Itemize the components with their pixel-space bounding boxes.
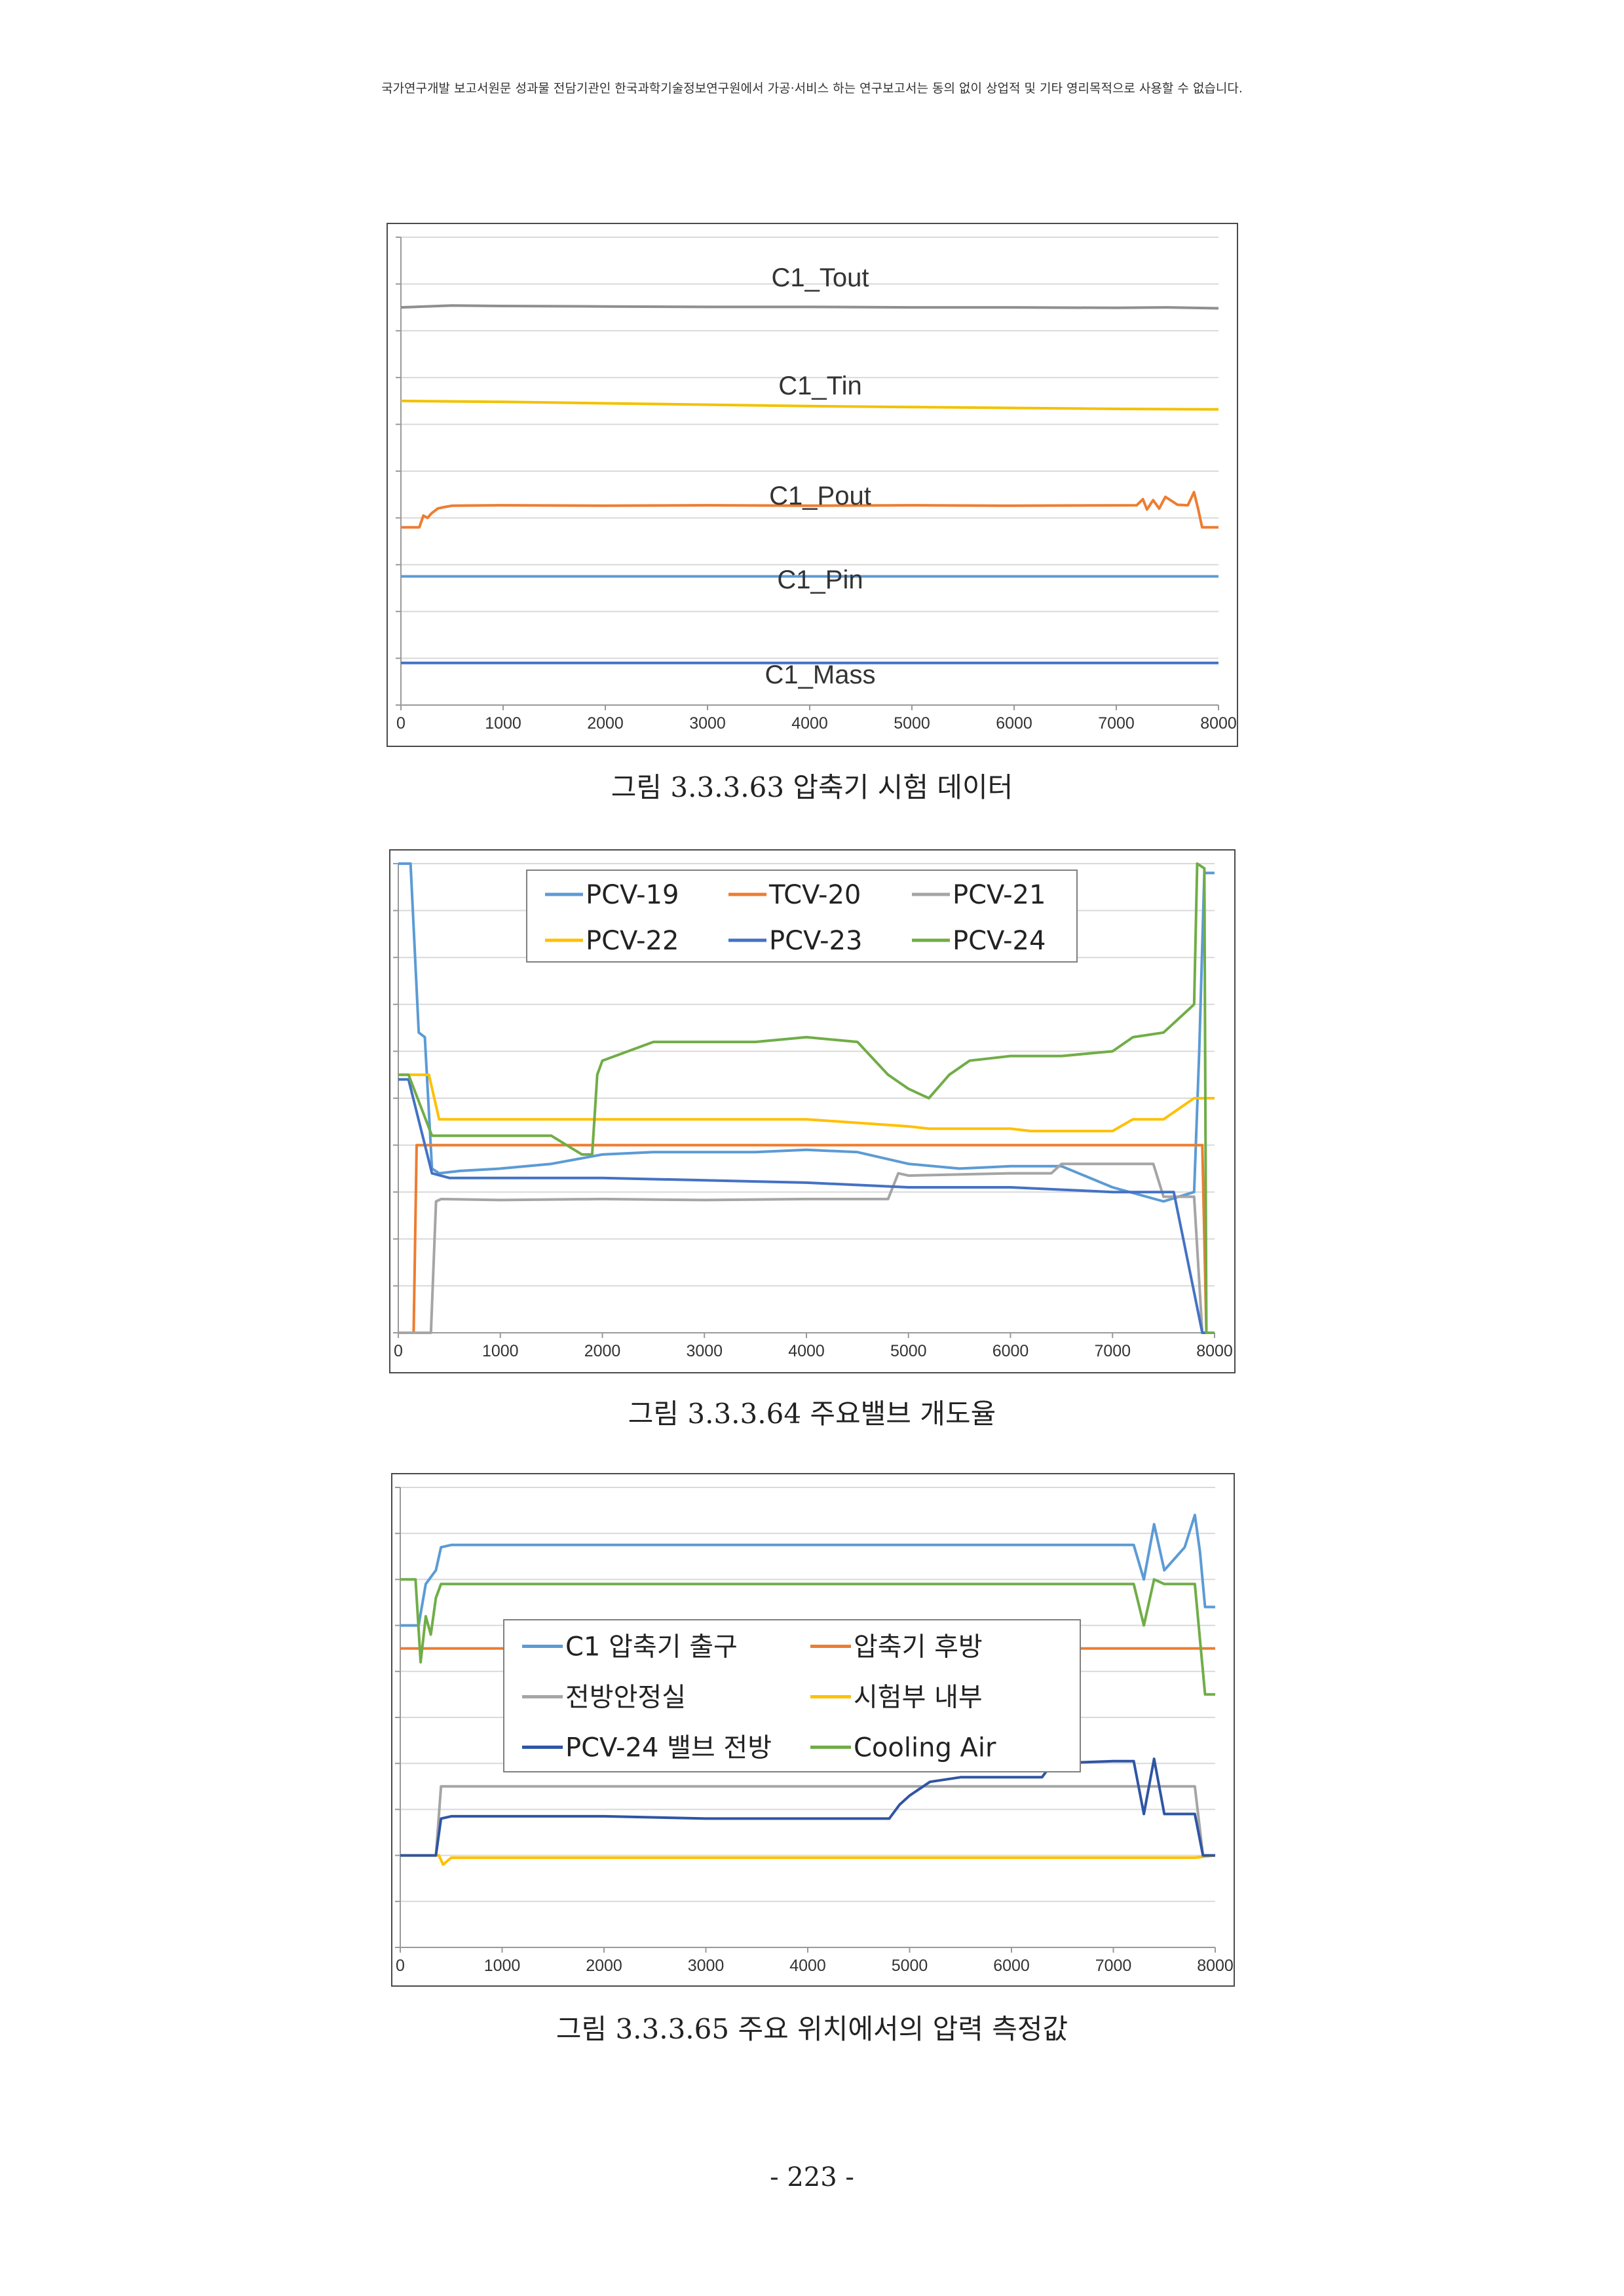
series-line-5	[400, 1757, 1215, 1857]
x-tick-label: 6000	[992, 1342, 1029, 1360]
header-note: 국가연구개발 보고서원문 성과물 전담기관인 한국과학기술정보연구원에서 가공·…	[381, 81, 1243, 96]
legend-label: 전방안정실	[565, 1683, 686, 1713]
series-line-2	[400, 399, 1219, 411]
series-label: C1_Tin	[778, 372, 861, 400]
x-tick-label: 4000	[788, 1342, 825, 1360]
legend-label: Cooling Air	[854, 1733, 996, 1763]
chart-compressor-test-svg: 0 1000 2000 3000 4000 5000 6000 7000 8000 C1_Tout…	[396, 237, 1237, 733]
x-tick-label: 4000	[789, 1957, 826, 1975]
x-tick-label: 8000	[1200, 714, 1237, 733]
legend-label: C1 압축기 출구	[565, 1632, 738, 1662]
series-line-5	[398, 1078, 1215, 1334]
x-tick-label: 5000	[894, 714, 930, 733]
x-tick-label: 8000	[1197, 1957, 1234, 1975]
series-line-4	[400, 1854, 1216, 1866]
caption-chart-valve-opening: 그림 3.3.3.64 주요밸브 개도율	[628, 1398, 996, 1430]
chart-compressor-test: 0 1000 2000 3000 4000 5000 6000 7000 8000 C1_Tout…	[387, 223, 1238, 747]
x-tick-label: 1000	[484, 1957, 521, 1975]
x-tick-label: 3000	[688, 1957, 725, 1975]
legend-label: PCV-22	[586, 926, 679, 956]
series-label: C1_Pin	[777, 565, 863, 594]
x-tick-label: 5000	[892, 1957, 928, 1975]
series-line-1	[400, 1514, 1215, 1627]
series-line-6	[398, 862, 1215, 1334]
x-tick-label: 3000	[686, 1342, 723, 1360]
x-tick-label: 7000	[1095, 1957, 1132, 1975]
series-line-3	[398, 1162, 1215, 1334]
legend: PCV-19 TCV-20 PCV-21 PCV-22 PCV-23 PCV-24	[526, 870, 1078, 963]
series-label: C1_Tout	[772, 263, 869, 292]
x-tick-label: 4000	[791, 714, 828, 733]
series-line-3	[400, 1785, 1215, 1857]
chart-pressure-measurements: 0 1000 2000 3000 4000 5000 6000 7000 8000 C1 압축기 …	[391, 1473, 1235, 1987]
series-line-4	[398, 1073, 1215, 1133]
x-tick-label: 2000	[586, 1957, 622, 1975]
x-tick-label: 3000	[689, 714, 726, 733]
chart-valve-opening: 0 1000 2000 3000 4000 5000 6000 7000 8000 PCV-19 T…	[389, 849, 1236, 1373]
caption-chart-pressure-measurements: 그림 3.3.3.65 주요 위치에서의 압력 측정값	[556, 2013, 1068, 2045]
x-tick-label: 7000	[1094, 1342, 1131, 1360]
caption-chart-compressor-test: 그림 3.3.3.63 압축기 시험 데이터	[611, 771, 1013, 803]
x-tick-label: 0	[394, 1342, 403, 1360]
x-tick-label: 1000	[485, 714, 521, 733]
x-tick-label: 7000	[1098, 714, 1135, 733]
legend-label: PCV-24 밸브 전방	[565, 1733, 772, 1763]
x-tick-label: 2000	[584, 1342, 621, 1360]
series-line-2	[398, 1143, 1215, 1334]
series-label: C1_Mass	[765, 660, 876, 689]
x-tick-label: 6000	[996, 714, 1032, 733]
legend-label: PCV-19	[586, 880, 679, 910]
gridlines	[396, 237, 1218, 706]
x-tick-label: 2000	[587, 714, 624, 733]
series-label: C1_Pout	[769, 482, 871, 510]
page-number: - 223 -	[770, 2162, 854, 2192]
legend-label: 압축기 후방	[854, 1632, 983, 1662]
x-tick-label: 0	[396, 714, 406, 733]
legend-label: PCV-24	[953, 926, 1046, 956]
x-tick-label: 8000	[1196, 1342, 1233, 1360]
legend-label: 시험부 내부	[854, 1683, 983, 1713]
x-tick-label: 5000	[890, 1342, 927, 1360]
legend-box	[503, 1619, 1081, 1772]
x-tick-label: 0	[396, 1957, 405, 1975]
legend-label: PCV-21	[953, 880, 1046, 910]
legend-label: TCV-20	[768, 880, 861, 910]
chart-pressure-measurements-svg: 0 1000 2000 3000 4000 5000 6000 7000 8000 C1 압축기 …	[395, 1487, 1234, 1975]
legend-box	[526, 870, 1078, 963]
legend-label: PCV-23	[769, 926, 862, 956]
chart-valve-opening-svg: 0 1000 2000 3000 4000 5000 6000 7000 8000 PCV-19 T…	[393, 862, 1233, 1360]
series-line-1	[400, 304, 1219, 310]
x-tick-label: 1000	[482, 1342, 519, 1360]
series-line-3	[401, 491, 1218, 529]
x-tick-label: 6000	[993, 1957, 1030, 1975]
series-line-6	[400, 1578, 1215, 1696]
